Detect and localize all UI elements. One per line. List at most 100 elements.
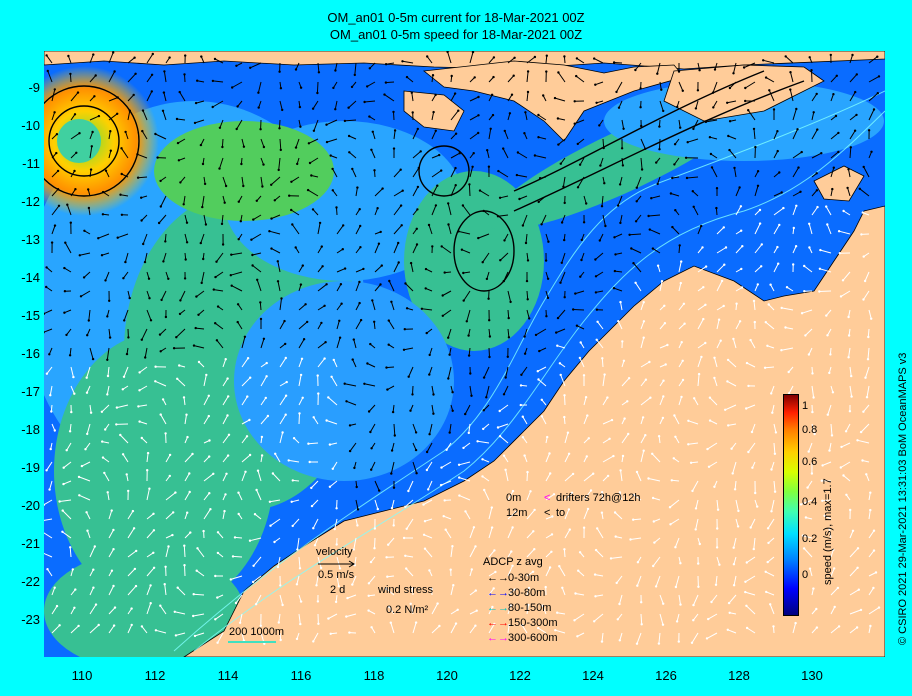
velocity-arrow-head: [154, 132, 157, 136]
velocity-arrow-head: [763, 366, 767, 369]
velocity-arrow: [849, 114, 857, 121]
velocity-arrow-head: [654, 585, 658, 588]
velocity-arrow-head: [404, 554, 407, 557]
velocity-arrow-head: [726, 628, 729, 631]
velocity-arrow-head: [477, 95, 480, 99]
velocity-arrow-head: [640, 601, 643, 604]
velocity-arrow-head: [598, 239, 601, 242]
velocity-arrow-head: [377, 242, 381, 245]
velocity-arrow: [160, 414, 167, 425]
velocity-arrow-head: [201, 205, 204, 209]
velocity-arrow-head: [200, 281, 203, 285]
velocity-arrow-head: [270, 247, 273, 250]
velocity-arrow: [353, 339, 357, 349]
velocity-arrow-head: [334, 108, 337, 111]
velocity-arrow-head: [713, 356, 716, 359]
velocity-arrow-head: [424, 287, 427, 290]
velocity-arrow: [355, 187, 358, 197]
velocity-arrow-head: [614, 535, 617, 538]
velocity-arrow-head: [841, 279, 845, 282]
velocity-arrow-head: [370, 447, 373, 450]
velocity-arrow-head: [316, 374, 319, 377]
velocity-arrow-head: [619, 300, 622, 304]
velocity-arrow-head: [556, 117, 560, 120]
velocity-arrow: [106, 385, 110, 395]
velocity-arrow: [488, 128, 492, 140]
velocity-arrow: [526, 587, 530, 596]
velocity-arrow-head: [163, 583, 166, 586]
velocity-arrow: [732, 338, 737, 349]
velocity-arrow: [805, 328, 813, 336]
velocity-arrow-head: [846, 186, 849, 190]
velocity-arrow: [307, 189, 319, 197]
velocity-scale: 0.5 m/s: [318, 569, 355, 581]
velocity-arrow-head: [89, 168, 93, 171]
velocity-arrow-head: [404, 282, 407, 285]
velocity-arrow: [563, 549, 566, 558]
velocity-arrow-head: [472, 152, 475, 155]
velocity-arrow-head: [133, 567, 137, 571]
velocity-arrow: [193, 593, 205, 596]
velocity-arrow: [336, 303, 343, 311]
velocity-arrow: [716, 556, 720, 565]
velocity-arrow-head: [257, 91, 260, 94]
velocity-arrow-head: [148, 487, 151, 490]
velocity-arrow: [447, 51, 452, 64]
velocity-arrow: [271, 214, 281, 220]
velocity-arrow-head: [407, 375, 410, 378]
velocity-arrow: [193, 345, 205, 349]
velocity-arrow-head: [335, 507, 338, 510]
velocity-arrow-head: [756, 283, 759, 286]
velocity-arrow: [865, 366, 870, 378]
velocity-arrow-head: [191, 452, 194, 456]
velocity-arrow: [595, 549, 604, 558]
velocity-arrow-head: [221, 145, 224, 149]
velocity-arrow: [269, 499, 281, 503]
velocity-arrow-head: [613, 269, 617, 273]
velocity-arrow-head: [636, 561, 640, 564]
velocity-arrow-head: [799, 503, 803, 506]
velocity-arrow: [155, 380, 167, 387]
velocity-arrow: [241, 436, 248, 444]
velocity-arrow: [498, 170, 509, 178]
velocity-arrow: [727, 380, 737, 387]
velocity-arrow-head: [726, 358, 730, 362]
velocity-arrow-head: [53, 429, 56, 432]
velocity-arrow: [507, 511, 517, 520]
velocity-arrow: [802, 535, 813, 539]
velocity-arrow-head: [839, 466, 842, 469]
velocity-arrow-head: [515, 173, 519, 177]
velocity-arrow: [849, 609, 862, 615]
velocity-arrow: [733, 537, 737, 548]
velocity-arrow-head: [573, 619, 576, 622]
velocity-arrow: [231, 285, 243, 292]
velocity-arrow: [70, 92, 79, 102]
velocity-arrow: [174, 611, 186, 615]
velocity-arrow-head: [106, 393, 109, 396]
velocity-arrow-head: [68, 430, 72, 433]
velocity-arrow-head: [760, 243, 763, 246]
velocity-arrow: [431, 205, 437, 216]
velocity-arrow: [866, 385, 870, 398]
velocity-arrow-head: [353, 466, 356, 470]
velocity-arrow: [411, 92, 414, 102]
velocity-arrow-head: [317, 71, 321, 74]
velocity-arrow: [241, 632, 245, 641]
velocity-arrow-head: [373, 547, 376, 550]
velocity-arrow-head: [550, 550, 553, 553]
velocity-arrow: [253, 556, 262, 567]
velocity-arrow: [137, 153, 148, 159]
velocity-arrow-head: [810, 69, 813, 72]
velocity-arrow-head: [432, 110, 435, 114]
velocity-arrow-head: [387, 343, 390, 346]
velocity-arrow-head: [160, 298, 163, 302]
velocity-arrow-head: [612, 61, 616, 64]
velocity-arrow: [468, 184, 471, 197]
velocity-arrow-head: [125, 352, 129, 356]
velocity-arrow-head: [448, 431, 451, 434]
velocity-arrow: [602, 438, 610, 444]
velocity-arrow-head: [861, 211, 864, 214]
velocity-arrow: [344, 119, 357, 122]
velocity-arrow-head: [826, 223, 829, 226]
velocity-arrow: [108, 71, 116, 83]
